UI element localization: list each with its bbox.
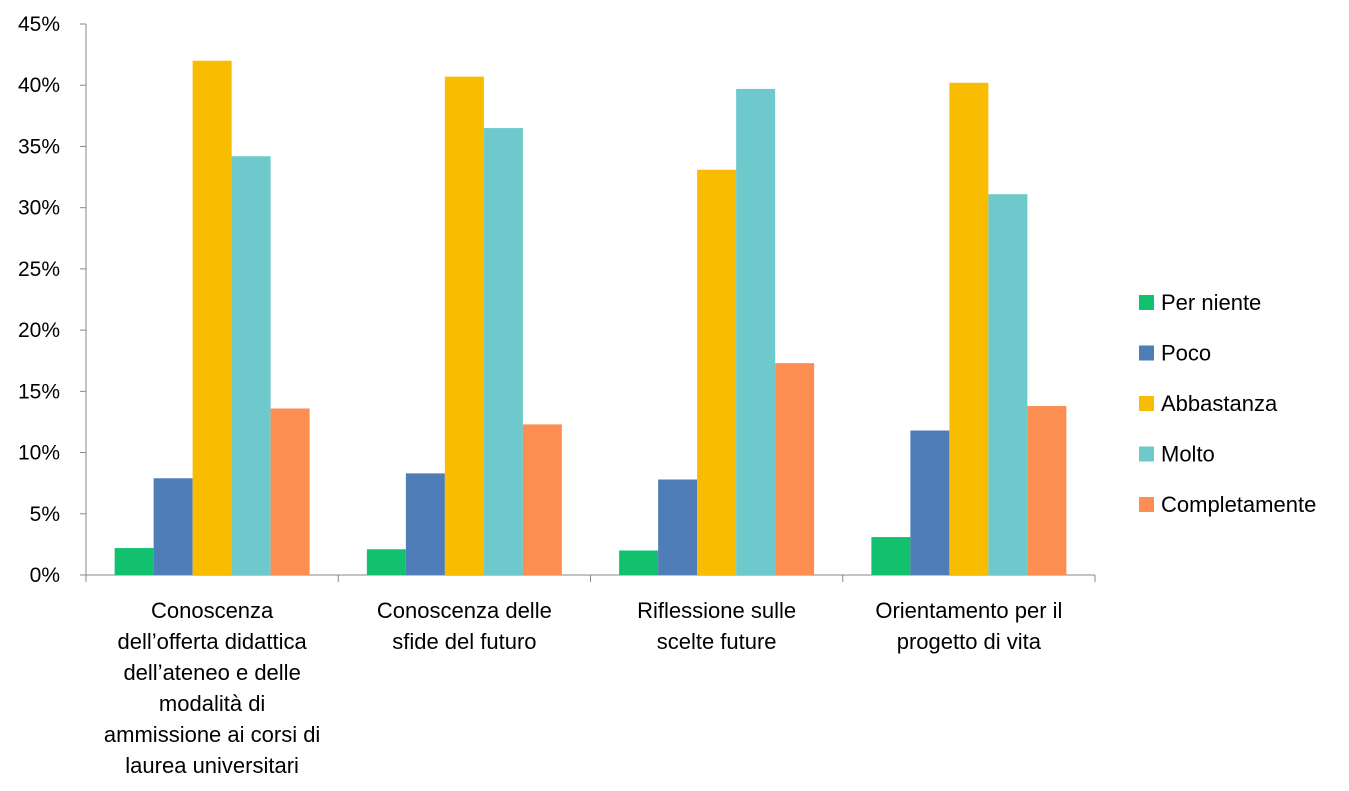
category-label-line: modalità di — [159, 691, 265, 716]
y-tick-label: 40% — [18, 74, 60, 97]
bar-per-niente — [871, 537, 911, 575]
y-tick-label: 30% — [18, 197, 60, 220]
bar-poco — [910, 430, 950, 575]
bar-completamente — [1027, 406, 1067, 575]
legend-item: Abbastanza — [1139, 391, 1278, 416]
category-label-line: Conoscenza delle — [377, 598, 552, 623]
bar-abbastanza — [949, 82, 989, 576]
y-tick-label: 25% — [18, 258, 60, 281]
bar-per-niente — [366, 549, 406, 575]
legend-item: Completamente — [1139, 492, 1316, 517]
bar-completamente — [522, 424, 562, 575]
bars — [114, 60, 1067, 576]
bar-abbastanza — [697, 169, 737, 575]
bar-completamente — [270, 408, 310, 575]
legend-swatch — [1139, 396, 1154, 411]
category-labels: Conoscenza dell’offerta didattica dell’ate… — [104, 598, 1063, 778]
bar-poco — [153, 478, 193, 575]
category-label-line: dell’offerta didattica — [118, 629, 308, 654]
legend-label: Per niente — [1161, 290, 1261, 315]
legend-label: Molto — [1161, 442, 1215, 467]
bar-molto — [231, 156, 271, 576]
bar-abbastanza — [444, 76, 484, 575]
category-label: Conoscenza dell’offerta didattica dell’ate… — [104, 598, 320, 778]
legend: Per niente Poco Abbastanza Molto Completamen… — [1139, 290, 1316, 517]
bar-molto — [988, 194, 1028, 575]
legend-swatch — [1139, 295, 1154, 310]
category-label-line: progetto di vita — [897, 629, 1042, 654]
bar-poco — [405, 473, 445, 575]
category-label-line: Orientamento per il — [875, 598, 1062, 623]
y-tick-label: 5% — [30, 503, 60, 526]
legend-item: Poco — [1139, 341, 1211, 366]
y-tick-label: 35% — [18, 135, 60, 158]
category-label: Conoscenza delle sfide del futuro — [377, 598, 552, 654]
bar-per-niente — [114, 548, 154, 575]
y-tick-label: 20% — [18, 319, 60, 342]
y-tick-label: 0% — [30, 564, 60, 587]
category-label-line: scelte future — [657, 629, 777, 654]
legend-label: Poco — [1161, 341, 1211, 366]
bar-abbastanza — [192, 60, 232, 575]
category-label: Orientamento per il progetto di vita — [875, 598, 1062, 654]
category-label-line: dell’ateneo e delle — [123, 660, 300, 685]
legend-swatch — [1139, 345, 1154, 361]
legend-swatch — [1139, 446, 1154, 462]
category-label-line: sfide del futuro — [392, 629, 536, 654]
legend-label: Abbastanza — [1161, 391, 1278, 416]
bar-per-niente — [619, 550, 659, 575]
y-tick-label: 15% — [18, 380, 60, 403]
legend-label: Completamente — [1161, 492, 1316, 517]
category-label-line: ammissione ai corsi di — [104, 722, 320, 747]
category-label-line: Conoscenza — [151, 598, 274, 623]
bar-molto — [736, 88, 776, 575]
bar-molto — [483, 128, 523, 576]
category-label-line: Riflessione sulle — [637, 598, 796, 623]
category-label: Riflessione sulle scelte future — [637, 598, 796, 654]
legend-item: Per niente — [1139, 290, 1261, 315]
x-axis — [85, 574, 1096, 582]
bar-completamente — [775, 363, 815, 575]
y-tick-label: 10% — [18, 442, 60, 465]
bar-poco — [658, 479, 698, 575]
legend-item: Molto — [1139, 442, 1215, 467]
category-label-line: laurea universitari — [125, 753, 299, 778]
legend-swatch — [1139, 497, 1154, 512]
y-tick-label: 45% — [18, 13, 60, 36]
y-axis: 0% 5% 10% 15% 20% 25% 30% 35% 40% 45% — [18, 13, 87, 587]
